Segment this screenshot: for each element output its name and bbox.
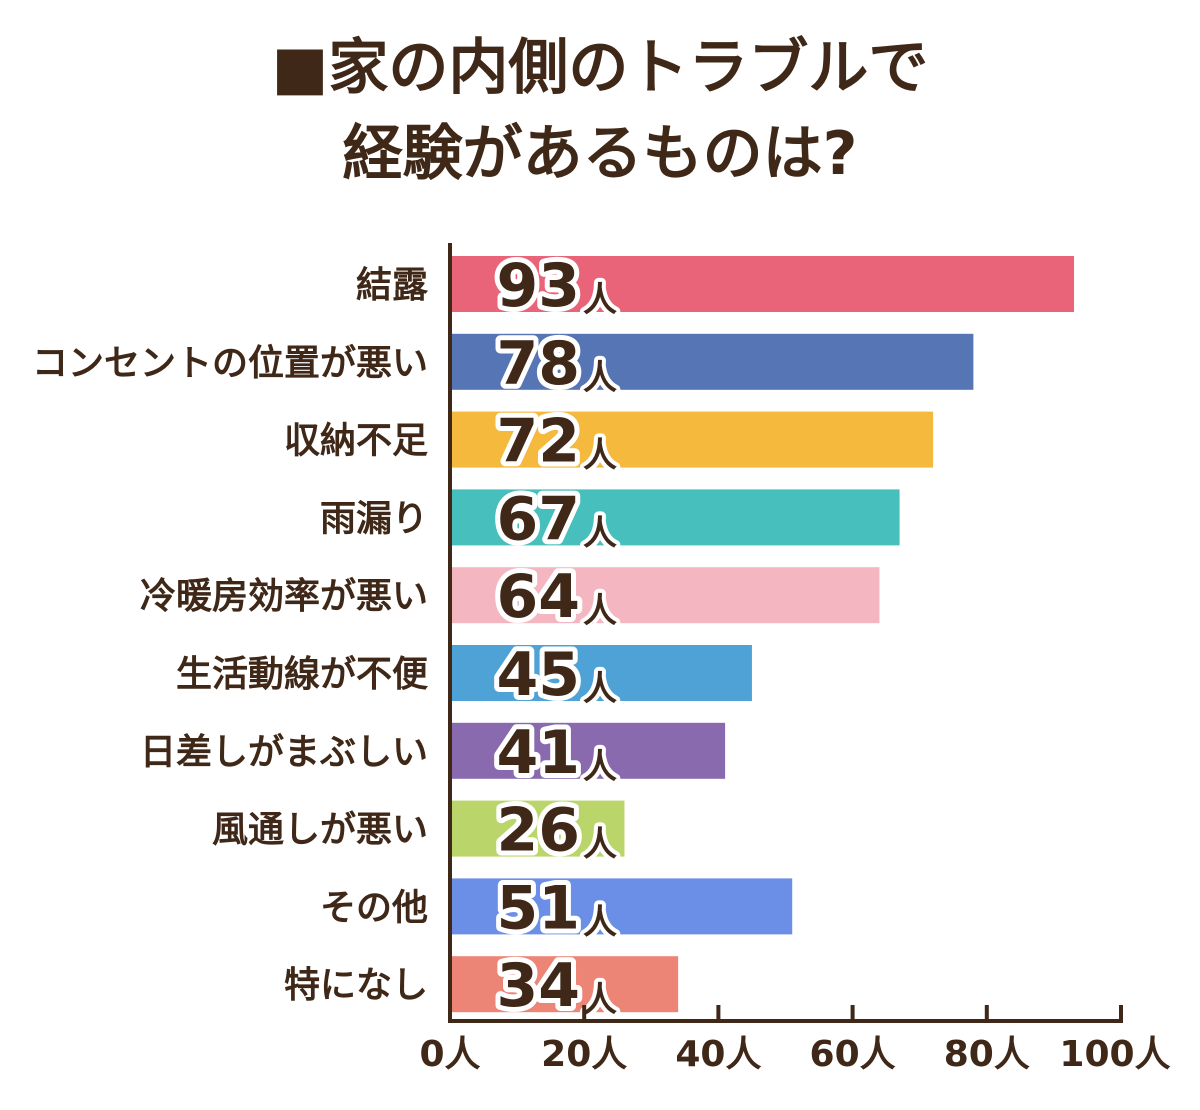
category-label-1: 結露 xyxy=(356,265,429,306)
value-label-8: 26 xyxy=(497,796,581,866)
value-label-9: 51 xyxy=(497,873,581,943)
bar-7 xyxy=(450,722,726,779)
x-tick-label-100: 100人 xyxy=(1059,1034,1170,1075)
chart-title-line-2: 経験があるものは? xyxy=(343,119,858,189)
category-labels: 結露コンセントの位置が悪い収納不足雨漏り冷暖房効率が悪い生活動線が不便日差しがま… xyxy=(32,265,429,1006)
value-unit-3: 人 xyxy=(583,436,617,476)
category-label-5: 冷暖房効率が悪い xyxy=(140,576,428,617)
category-label-9: その他 xyxy=(320,887,428,928)
category-label-2: コンセントの位置が悪い xyxy=(32,343,428,384)
value-label-3: 72 xyxy=(497,407,581,477)
x-tick-label-0: 0人 xyxy=(419,1034,480,1075)
value-unit-1: 人 xyxy=(583,280,617,320)
bars-group xyxy=(450,256,1075,1013)
category-label-7: 日差しがまぶしい xyxy=(140,732,428,773)
bar-8 xyxy=(450,800,625,857)
value-label-5: 64 xyxy=(497,562,581,632)
bar-2 xyxy=(450,333,974,390)
value-label-10: 34 xyxy=(497,951,581,1021)
category-label-3: 収納不足 xyxy=(284,421,428,462)
value-label-4: 67 xyxy=(497,484,581,554)
value-unit-10: 人 xyxy=(583,980,617,1020)
bar-4 xyxy=(450,489,900,546)
category-label-4: 雨漏り xyxy=(320,498,428,539)
bar-10 xyxy=(450,956,679,1013)
value-unit-2: 人 xyxy=(583,358,617,398)
x-tick-label-40: 40人 xyxy=(675,1034,761,1075)
value-unit-4: 人 xyxy=(583,513,617,553)
x-tick-label-80: 80人 xyxy=(944,1034,1030,1075)
bar-9 xyxy=(450,878,793,935)
value-unit-9: 人 xyxy=(583,902,617,942)
x-tick-label-60: 60人 xyxy=(810,1034,896,1075)
value-label-6: 45 xyxy=(497,640,581,710)
bar-3 xyxy=(450,411,934,468)
bar-6 xyxy=(450,645,752,701)
category-label-6: 生活動線が不便 xyxy=(176,654,429,695)
chart-title-line-1: ■家の内側のトラブルで xyxy=(272,33,929,103)
value-label-1: 93 xyxy=(497,251,581,321)
x-axis: 0人 20人 40人 60人 80人 100人 xyxy=(419,243,1171,1075)
value-unit-7: 人 xyxy=(583,747,617,787)
chart-title: ■家の内側のトラブルで 経験があるものは? xyxy=(272,33,929,189)
value-label-2: 78 xyxy=(497,329,581,399)
value-label-7: 41 xyxy=(497,718,581,788)
category-label-8: 風通しが悪い xyxy=(212,810,428,851)
value-unit-8: 人 xyxy=(583,825,617,865)
x-tick-label-20: 20人 xyxy=(541,1034,627,1075)
category-label-10: 特になし xyxy=(284,965,428,1006)
value-labels: 93 人78 人72 人67 人64 人45 人41 人26 人51 人34 人 xyxy=(492,246,622,1026)
bar-5 xyxy=(450,567,880,624)
value-unit-5: 人 xyxy=(583,591,617,631)
value-unit-6: 人 xyxy=(583,669,617,709)
bar-1 xyxy=(450,256,1075,312)
